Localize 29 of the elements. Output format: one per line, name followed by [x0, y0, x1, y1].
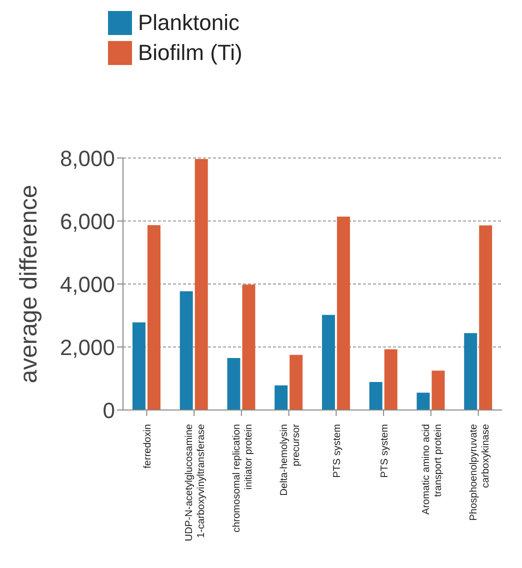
bar [464, 333, 478, 410]
bar [227, 358, 240, 410]
x-tick-label: PTS system [380, 424, 391, 478]
bar [290, 354, 303, 410]
x-tick-label: Aromatic amino acid transport protein [420, 424, 444, 515]
bar [416, 392, 430, 410]
bar [194, 158, 208, 410]
legend-label: Biofilm (Ti) [138, 39, 242, 67]
y-tick-label: 6,000 [60, 208, 115, 234]
y-tick-label: 0 [102, 398, 115, 423]
bar [432, 370, 445, 410]
bar [274, 385, 288, 410]
bar [180, 291, 193, 410]
bar [132, 322, 146, 410]
y-tick-label: 2,000 [60, 334, 115, 360]
bar [384, 349, 398, 410]
x-tick-label: ferredoxin [142, 424, 154, 468]
y-axis-title: average difference [16, 184, 43, 384]
y-tick-label: 4,000 [60, 272, 115, 297]
bar [242, 284, 256, 410]
bar [322, 314, 335, 410]
bar [479, 225, 492, 410]
x-tick-label: PTS system [332, 424, 344, 478]
x-tick-label: chromosomal replication initiator protein [231, 424, 254, 532]
bar [369, 382, 382, 410]
bar [147, 225, 160, 410]
bar [336, 216, 350, 410]
legend-label: Planktonic [138, 9, 240, 37]
y-tick-label: 8,000 [60, 146, 115, 171]
